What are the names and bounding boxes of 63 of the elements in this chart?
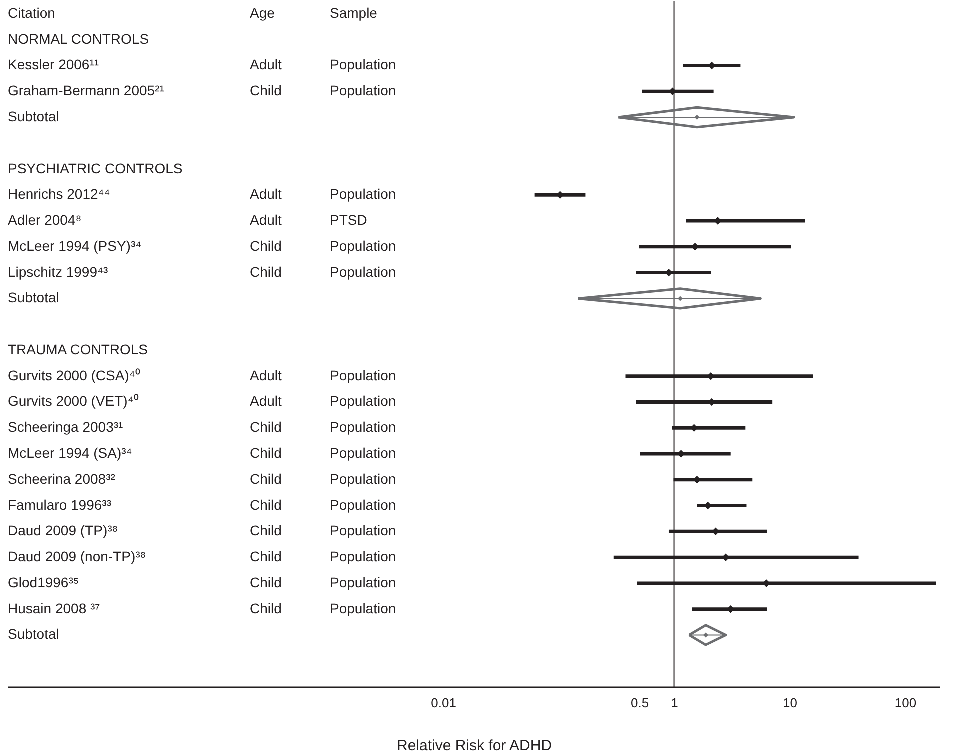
y-tick-label: Henrichs 2012⁴⁴ — [8, 186, 110, 202]
y-tick-label: Famularo 1996³³ — [8, 496, 112, 513]
text: Age — [250, 4, 276, 21]
annotation: Adult — [250, 212, 282, 228]
annotation: Child — [250, 548, 282, 565]
y-tick-label: Scheeringa 2003³¹ — [8, 419, 124, 436]
y-tick-label: Glod1996³⁵ — [8, 574, 80, 590]
x-tick-label: 100 — [894, 696, 917, 710]
annotation: Population — [330, 600, 396, 616]
annotation: Adult — [250, 56, 282, 73]
y-tick-label: Lipschitz 1999⁴³ — [8, 264, 109, 280]
y-tick-label: Daud 2009 (non-TP)³⁸ — [8, 548, 146, 565]
y-tick-label: Graham-Bermann 2005²¹ — [8, 82, 165, 99]
annotation: PTSD — [330, 212, 368, 228]
x-tick-label: 0.01 — [431, 696, 456, 710]
y-tick-label: Subtotal — [8, 108, 60, 124]
annotation: Population — [330, 496, 396, 513]
annotation: Population — [330, 238, 396, 254]
annotation: Population — [330, 186, 396, 202]
annotation: Population — [330, 264, 396, 280]
annotation: Child — [250, 82, 282, 99]
annotation: Child — [250, 419, 282, 436]
y-tick-label: McLeer 1994 (SA)³⁴ — [8, 445, 132, 462]
annotation: Child — [250, 600, 282, 616]
annotation: Adult — [250, 367, 282, 384]
annotation: Population — [330, 574, 396, 590]
y-tick-label: McLeer 1994 (PSY)³⁴ — [8, 238, 142, 254]
x-tick-label: 0.5 — [630, 696, 650, 710]
annotation: Population — [330, 445, 396, 462]
annotation: Child — [250, 445, 282, 462]
y-tick-label: Subtotal — [8, 626, 60, 642]
y-tick-label: Husain 2008 ³⁷ — [8, 600, 100, 616]
annotation: Child — [250, 264, 282, 280]
annotation: Adult — [250, 186, 282, 202]
y-tick-label: Adler 2004⁸ — [8, 212, 82, 228]
annotation: Adult — [250, 393, 282, 410]
y-tick-label: Subtotal — [8, 290, 60, 306]
annotation: Population — [330, 522, 396, 539]
annotation: Child — [250, 522, 282, 539]
y-tick-label: NORMAL CONTROLS — [8, 30, 150, 47]
text: Sample — [330, 4, 378, 21]
annotation: Population — [330, 548, 396, 565]
annotation: Child — [250, 574, 282, 590]
annotation: Population — [330, 82, 396, 99]
y-tick-label: TRAUMA CONTROLS — [8, 341, 148, 358]
y-tick-label: Scheerina 2008³² — [8, 470, 116, 487]
y-tick-label: Kessler 2006¹¹ — [8, 56, 100, 73]
annotation: Child — [250, 496, 282, 513]
y-tick-label: Gurvits 2000 (VET)⁴⁰ — [8, 393, 139, 410]
annotation: Child — [250, 238, 282, 254]
x-tick-label: 10 — [783, 696, 798, 710]
x-tick-label: 1 — [671, 696, 678, 710]
annotation: Child — [250, 470, 282, 487]
annotation: Population — [330, 419, 396, 436]
y-tick-label: Gurvits 2000 (CSA)⁴⁰ — [8, 367, 140, 384]
annotation: Population — [330, 367, 396, 384]
x-axis-title: Relative Risk for ADHD — [396, 738, 552, 754]
text: Citation — [8, 4, 56, 21]
annotation: Population — [330, 393, 396, 410]
y-tick-label: Daud 2009 (TP)³⁸ — [8, 522, 118, 539]
annotation: Population — [330, 470, 396, 487]
annotation: Population — [330, 56, 396, 73]
y-tick-label: PSYCHIATRIC CONTROLS — [8, 160, 183, 176]
